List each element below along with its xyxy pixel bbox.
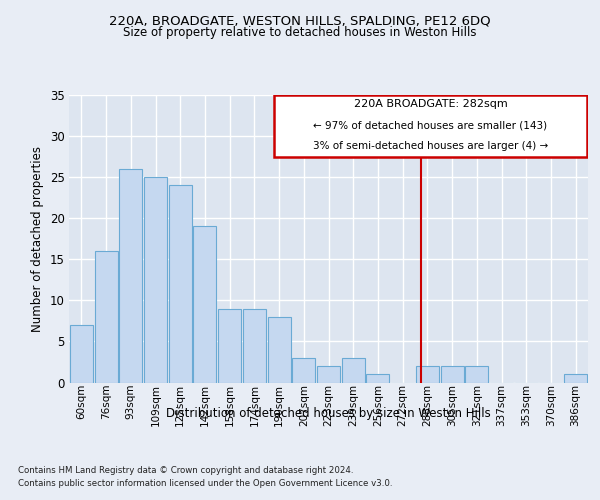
Bar [367,374,389,382]
Bar [317,366,340,382]
Bar [416,366,439,382]
Bar [243,308,266,382]
Bar [342,358,365,382]
Text: 3% of semi-detached houses are larger (4) →: 3% of semi-detached houses are larger (4… [313,142,548,152]
Text: Distribution of detached houses by size in Weston Hills: Distribution of detached houses by size … [166,408,491,420]
Bar [292,358,315,382]
Bar [268,317,290,382]
Bar [440,366,464,382]
Bar [70,325,93,382]
Text: Contains HM Land Registry data © Crown copyright and database right 2024.: Contains HM Land Registry data © Crown c… [18,466,353,475]
Y-axis label: Number of detached properties: Number of detached properties [31,146,44,332]
Bar [274,95,587,156]
Text: 220A BROADGATE: 282sqm: 220A BROADGATE: 282sqm [353,99,508,109]
Bar [218,308,241,382]
Text: Size of property relative to detached houses in Weston Hills: Size of property relative to detached ho… [123,26,477,39]
Bar [119,169,142,382]
Bar [564,374,587,382]
Bar [465,366,488,382]
Bar [193,226,217,382]
Bar [169,186,192,382]
Text: 220A, BROADGATE, WESTON HILLS, SPALDING, PE12 6DQ: 220A, BROADGATE, WESTON HILLS, SPALDING,… [109,14,491,27]
Text: ← 97% of detached houses are smaller (143): ← 97% of detached houses are smaller (14… [313,121,548,131]
Bar [95,251,118,382]
Text: Contains public sector information licensed under the Open Government Licence v3: Contains public sector information licen… [18,479,392,488]
Bar [144,177,167,382]
